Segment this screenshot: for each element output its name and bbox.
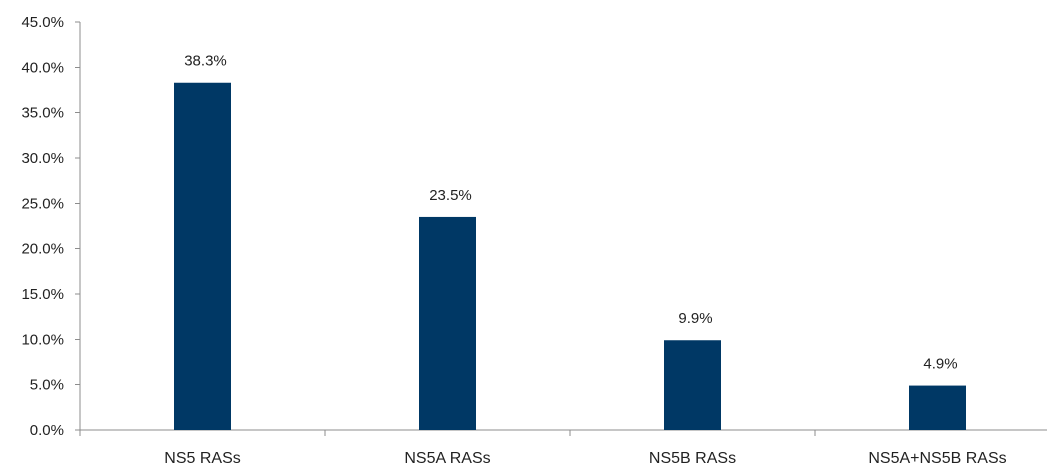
x-category-label: NS5A RASs (404, 450, 490, 466)
y-tick-label: 15.0% (21, 286, 64, 303)
x-category-label: NS5 RASs (164, 450, 240, 466)
bar-value-label: 38.3% (184, 53, 227, 70)
y-tick-label: 0.0% (30, 422, 64, 439)
bar-value-label: 4.9% (923, 356, 957, 373)
x-category-label: NS5B RASs (649, 450, 736, 466)
x-category-label: NS5A+NS5B RASs (868, 450, 1006, 466)
bar (174, 82, 231, 430)
y-tick-label: 40.0% (21, 59, 64, 76)
bar-value-label: 9.9% (678, 310, 712, 327)
y-tick-label: 45.0% (21, 14, 64, 31)
y-tick-label: 10.0% (21, 331, 64, 348)
y-tick-label: 20.0% (21, 241, 64, 258)
y-tick-label: 35.0% (21, 105, 64, 122)
data-labels: 38.3% 23.5% 9.9% 4.9% (184, 53, 957, 373)
bar-value-label: 23.5% (429, 187, 472, 204)
bar (664, 340, 721, 430)
x-axis: NS5 RASs NS5A RASs NS5B RASs NS5A+NS5B RASs (79, 429, 1047, 466)
bar (909, 385, 966, 430)
y-tick-label: 25.0% (21, 195, 64, 212)
y-axis: 0.0% 5.0% 10.0% 15.0% 20.0% 25.0% 30.0% 35.0% 40… (21, 14, 81, 439)
y-tick-label: 30.0% (21, 150, 64, 167)
bar (419, 216, 476, 430)
bar-series (174, 82, 966, 430)
y-tick-label: 5.0% (30, 377, 64, 394)
